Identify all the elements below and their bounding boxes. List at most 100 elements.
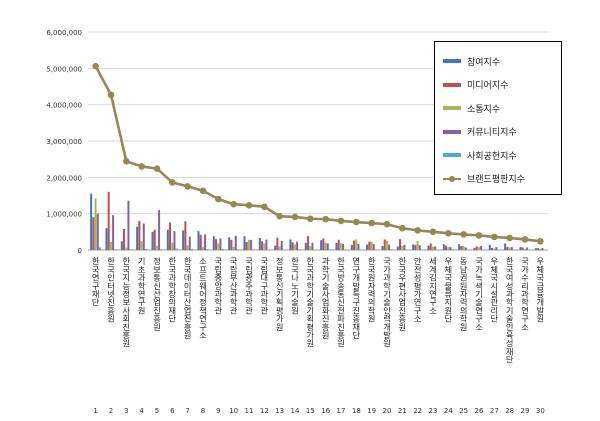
series-point	[445, 230, 452, 237]
bar	[401, 246, 403, 250]
legend-swatch	[443, 178, 461, 180]
bar	[154, 230, 156, 250]
bar	[222, 249, 224, 250]
bar	[357, 244, 359, 250]
y-tick-label: 1,000,000	[46, 211, 82, 219]
x-category-label: 한국지능정보사회진흥원	[121, 257, 131, 347]
bar	[191, 249, 193, 250]
bar	[235, 236, 237, 250]
bar	[105, 228, 107, 250]
bar	[399, 239, 401, 250]
x-category-label: 국가과학기술인력개발원	[382, 257, 392, 347]
legend-item: 커뮤니티지수	[443, 122, 517, 142]
y-tick-label: 0	[78, 247, 82, 255]
series-point	[506, 235, 513, 242]
x-category-label: 국립부산과학관	[229, 257, 239, 314]
x-category-label: 한국원자력의학원	[367, 257, 377, 323]
y-tick-label: 5,000,000	[46, 65, 82, 73]
x-rank-label: 6	[170, 407, 175, 415]
x-rank-label: 17	[337, 407, 346, 415]
bar	[141, 241, 143, 250]
bar	[412, 245, 414, 250]
bar	[460, 246, 462, 250]
bar	[452, 249, 454, 250]
bar	[388, 245, 390, 250]
series-point	[522, 236, 529, 243]
series-point	[414, 227, 421, 234]
bar	[443, 244, 445, 250]
legend-label: 미디어지수	[467, 78, 508, 91]
bar	[524, 249, 526, 250]
x-rank-label: 10	[229, 407, 238, 415]
series-point	[368, 220, 375, 227]
series-point	[230, 201, 237, 208]
x-rank-label: 9	[216, 407, 220, 415]
x-rank-label: 5	[155, 407, 159, 415]
bar	[463, 246, 465, 250]
series-point	[169, 179, 176, 186]
bar	[167, 230, 169, 250]
series-point	[276, 213, 283, 220]
x-category-label: 한국과학기술기획평가원	[305, 257, 315, 347]
bar	[156, 246, 158, 250]
x-rank-label: 4	[139, 407, 144, 415]
x-rank-label: 11	[245, 407, 254, 415]
bar	[197, 231, 199, 250]
x-category-label: 정보통신기획평가원	[275, 256, 285, 331]
x-category-label: 한국나노기술원	[290, 257, 300, 314]
x-rank-label: 7	[185, 407, 189, 415]
bar	[215, 239, 217, 250]
legend-swatch	[443, 106, 461, 110]
bar	[125, 247, 127, 250]
bar	[121, 241, 123, 250]
legend-swatch	[443, 83, 461, 87]
bar	[202, 247, 204, 250]
series-point	[184, 183, 191, 190]
bar	[136, 227, 138, 250]
x-category-label: 국립중앙과학관	[213, 257, 223, 314]
bar	[213, 236, 215, 250]
bar	[511, 247, 513, 250]
series-point	[108, 92, 115, 99]
bar	[519, 247, 521, 250]
bar	[432, 247, 434, 250]
bar	[138, 221, 140, 250]
bar	[541, 248, 543, 250]
bar	[373, 244, 375, 250]
bar	[465, 247, 467, 250]
legend-item: 사회공헌지수	[443, 145, 517, 165]
bar	[143, 223, 145, 250]
bar	[325, 243, 327, 250]
bar	[495, 247, 497, 250]
x-rank-label: 16	[321, 407, 330, 415]
bar	[537, 248, 539, 250]
x-category-label: 한국방송통신전파진흥원	[336, 257, 346, 347]
bar	[127, 201, 129, 250]
bar	[509, 247, 511, 250]
bar	[329, 249, 331, 250]
bar	[384, 239, 386, 250]
bar	[338, 240, 340, 250]
x-rank-label: 20	[383, 407, 392, 415]
x-category-label: 정보통신산업진흥원	[152, 256, 162, 331]
legend-label: 사회공헌지수	[467, 149, 517, 162]
bar	[489, 245, 491, 250]
x-rank-label: 15	[306, 407, 315, 415]
bar	[506, 247, 508, 250]
x-rank-label: 2	[109, 407, 113, 415]
x-rank-label: 30	[536, 407, 545, 415]
x-category-label: 국립대구과학관	[259, 257, 269, 314]
x-category-label: 기초과학연구원	[137, 257, 147, 314]
bar	[206, 249, 208, 250]
series-point	[322, 216, 329, 223]
bar	[539, 249, 541, 250]
bar	[434, 246, 436, 250]
legend-swatch	[443, 59, 461, 63]
x-category-label: 우체국물류지원단	[443, 257, 453, 323]
x-category-label: 한국여성과학기술인육성재단	[505, 257, 515, 364]
legend-item: 미디어지수	[443, 75, 508, 95]
x-category-label: 한국과학창의재단	[167, 257, 177, 323]
bar	[522, 247, 524, 250]
legend-item: 브랜드평판지수	[443, 169, 525, 189]
